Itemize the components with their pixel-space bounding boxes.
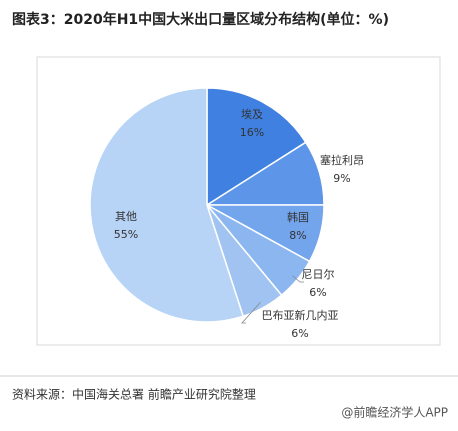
pie-slice — [206, 87, 307, 207]
value-label: 6% — [309, 286, 326, 299]
category-label: 塞拉利昂 — [320, 153, 364, 167]
category-label: 韩国 — [287, 210, 309, 224]
leader-line — [241, 302, 261, 324]
category-label: 尼日尔 — [302, 268, 335, 281]
value-label: 6% — [291, 327, 308, 340]
value-label: 8% — [289, 229, 306, 242]
pie-slice — [89, 87, 245, 323]
value-label: 16% — [240, 126, 264, 139]
value-label: 9% — [333, 172, 350, 185]
plot-frame — [36, 56, 441, 346]
chart-title: 图表3：2020年H1中国大米出口量区域分布结构(单位：%) — [12, 11, 389, 28]
category-label: 巴布亚新几内亚 — [262, 308, 339, 322]
category-label: 其他 — [115, 210, 137, 223]
value-label: 55% — [114, 228, 138, 241]
footer: @前瞻经济学人APP — [341, 405, 448, 420]
category-label: 埃及 — [241, 107, 263, 121]
source: 资料来源：中国海关总署 前瞻产业研究院整理 — [12, 387, 256, 402]
leader-line — [292, 275, 304, 283]
